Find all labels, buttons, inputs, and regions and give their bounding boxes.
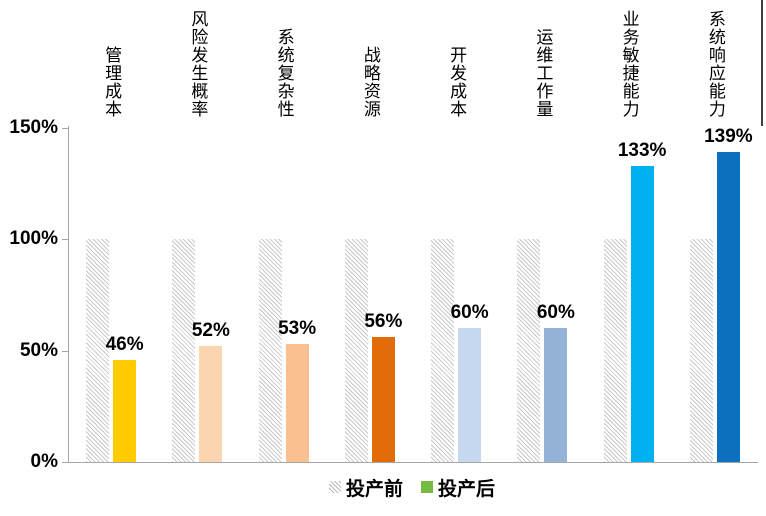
legend-item: 投产前 bbox=[328, 474, 403, 501]
category-label: 业务敏捷能力 bbox=[619, 10, 639, 118]
y-tick-label: 0% bbox=[30, 451, 58, 472]
legend-item: 投产后 bbox=[421, 474, 495, 501]
page-edge-line bbox=[761, 0, 763, 126]
legend-marker-color-icon bbox=[421, 481, 433, 493]
legend-marker-hatched-icon bbox=[328, 481, 341, 493]
data-label: 60% bbox=[450, 302, 489, 324]
category-label: 开发成本 bbox=[447, 46, 467, 118]
data-label: 46% bbox=[105, 333, 144, 355]
data-label: 56% bbox=[364, 311, 403, 333]
category-label: 管理成本 bbox=[102, 46, 122, 118]
category-label: 风险发生概率 bbox=[188, 10, 208, 118]
legend-label: 投产后 bbox=[438, 478, 496, 500]
bar-after-production bbox=[544, 328, 568, 462]
bar-after-production bbox=[630, 165, 654, 462]
data-label: 52% bbox=[191, 320, 230, 342]
y-tick-label: 100% bbox=[9, 228, 58, 250]
legend-label: 投产前 bbox=[345, 478, 403, 500]
bar-before-production bbox=[258, 239, 282, 462]
category-label: 系统复杂性 bbox=[274, 28, 294, 118]
y-tick-mark bbox=[62, 128, 68, 129]
data-label: 133% bbox=[617, 139, 667, 161]
bar-after-production bbox=[458, 328, 482, 462]
bar-before-production bbox=[86, 239, 110, 462]
y-axis-line bbox=[68, 126, 69, 462]
category-label: 系统响应能力 bbox=[705, 10, 725, 118]
y-tick-mark bbox=[62, 350, 68, 352]
bar-before-production bbox=[172, 239, 196, 462]
bar-after-production bbox=[371, 337, 395, 462]
y-tick-mark bbox=[62, 239, 68, 241]
chart-legend: 投产前 投产后 bbox=[29, 474, 766, 500]
category-label: 运维工作量 bbox=[533, 28, 553, 118]
data-label: 53% bbox=[278, 317, 317, 339]
x-axis-line bbox=[62, 462, 758, 463]
bar-before-production bbox=[689, 239, 713, 462]
bar-before-production bbox=[603, 239, 627, 462]
bar-before-production bbox=[517, 239, 541, 462]
data-label: 139% bbox=[704, 126, 753, 148]
bar-after-production bbox=[113, 359, 137, 462]
bar-after-production bbox=[285, 343, 309, 462]
bar-after-production bbox=[716, 152, 740, 462]
bar-after-production bbox=[199, 346, 223, 462]
y-tick-label: 150% bbox=[9, 117, 58, 138]
category-label: 战略资源 bbox=[360, 46, 380, 118]
bar-before-production bbox=[431, 239, 455, 462]
data-label: 60% bbox=[536, 302, 575, 324]
y-tick-label: 50% bbox=[19, 339, 58, 361]
bar-before-production bbox=[344, 239, 368, 462]
